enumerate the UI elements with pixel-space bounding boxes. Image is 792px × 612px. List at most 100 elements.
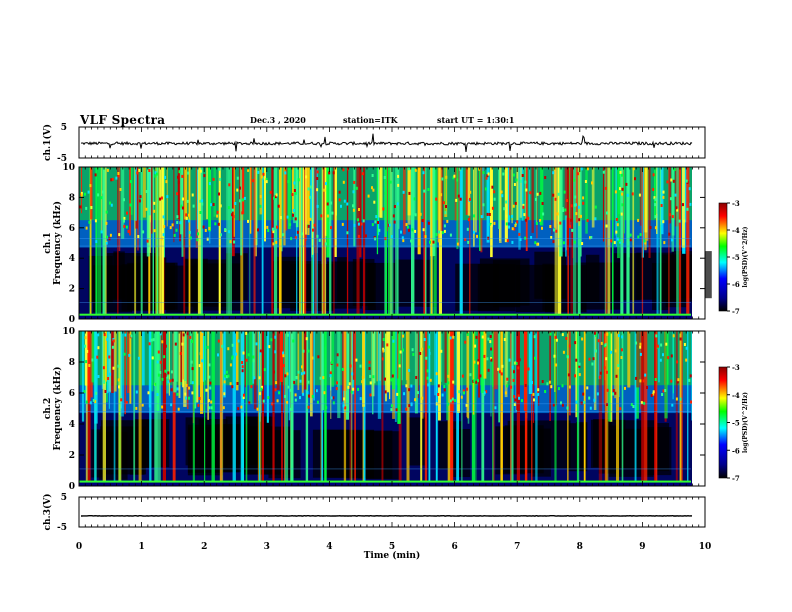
speckle	[352, 387, 355, 391]
sferic-streak	[310, 331, 313, 417]
speckle	[153, 229, 156, 233]
speckle	[406, 225, 409, 229]
sferic-streak	[656, 167, 659, 315]
speckle	[574, 195, 577, 199]
y-tick-label: 10	[62, 327, 75, 337]
speckle	[444, 211, 447, 215]
x-tick-label: 7	[514, 542, 520, 552]
speckle	[89, 401, 92, 405]
speckle	[518, 396, 520, 400]
sferic-streak	[438, 331, 441, 421]
speckle	[120, 398, 123, 402]
speckle	[294, 191, 297, 195]
speckle	[654, 226, 657, 230]
speckle	[620, 356, 623, 359]
y-tick-label: 8	[69, 193, 75, 203]
speckle	[639, 342, 642, 346]
speckle	[197, 232, 199, 236]
sferic-streak	[438, 167, 442, 315]
speckle	[348, 382, 351, 386]
speckle	[501, 364, 504, 368]
colorbar-tick-label: -3	[732, 199, 740, 208]
sferic-streak	[313, 167, 315, 315]
speckle	[580, 214, 582, 218]
speckle	[555, 363, 558, 367]
speckle	[152, 356, 155, 360]
speckle	[621, 335, 624, 339]
sferic-streak	[89, 167, 92, 315]
speckle	[293, 189, 296, 192]
speckle	[560, 401, 562, 405]
speckle	[231, 343, 234, 347]
speckle	[192, 204, 195, 208]
speckle	[513, 227, 516, 231]
speckle	[106, 168, 109, 172]
speckle	[119, 188, 122, 191]
speckle	[441, 393, 444, 397]
speckle	[152, 338, 155, 342]
speckle	[142, 230, 145, 234]
sferic-streak	[232, 331, 236, 482]
speckle	[350, 390, 353, 394]
speckle	[208, 182, 211, 186]
speckle	[201, 332, 204, 336]
sferic-streak	[151, 331, 154, 392]
speckle	[187, 396, 190, 400]
speckle	[553, 228, 556, 232]
sferic-streak	[218, 167, 221, 315]
sferic-streak	[659, 167, 662, 315]
speckle	[204, 229, 207, 232]
speckle	[425, 356, 428, 360]
sferic-streak	[107, 331, 109, 393]
sferic-streak	[117, 167, 119, 315]
speckle	[424, 235, 427, 239]
speckle	[357, 387, 360, 391]
speckle	[456, 178, 459, 182]
speckle	[316, 188, 319, 192]
speckle	[595, 349, 597, 353]
speckle	[549, 225, 552, 228]
speckle	[644, 373, 647, 377]
speckle	[493, 221, 496, 225]
speckle	[536, 192, 539, 196]
speckle	[437, 384, 440, 388]
speckle	[562, 350, 565, 354]
sferic-streak	[554, 331, 557, 482]
speckle	[162, 215, 165, 219]
speckle	[357, 218, 360, 222]
speckle	[469, 190, 472, 194]
speckle	[482, 171, 485, 175]
speckle	[398, 364, 401, 368]
sferic-streak	[481, 331, 485, 482]
speckle	[372, 375, 375, 379]
sferic-streak	[320, 331, 323, 482]
speckle	[464, 340, 467, 344]
speckle	[408, 368, 411, 372]
speckle	[669, 197, 672, 201]
speckle	[382, 347, 385, 351]
speckle	[278, 391, 281, 395]
speckle	[612, 392, 614, 396]
speckle	[110, 203, 113, 207]
sferic-streak	[329, 167, 332, 315]
speckle	[292, 209, 295, 212]
sferic-streak	[259, 167, 263, 215]
speckle	[588, 357, 591, 361]
speckle	[668, 232, 671, 236]
sferic-streak	[440, 167, 444, 231]
speckle	[390, 404, 393, 408]
speckle	[467, 240, 470, 244]
speckle	[103, 333, 106, 337]
speckle	[330, 226, 333, 230]
sferic-streak	[303, 167, 307, 315]
speckle	[188, 230, 191, 234]
sferic-streak	[475, 331, 477, 482]
speckle	[478, 167, 481, 171]
sferic-streak	[376, 167, 379, 255]
sferic-streak	[207, 331, 209, 420]
sferic-streak	[146, 167, 150, 257]
sferic-streak	[593, 331, 597, 410]
speckle	[292, 339, 295, 343]
speckle	[115, 176, 118, 180]
sferic-streak	[656, 167, 658, 214]
